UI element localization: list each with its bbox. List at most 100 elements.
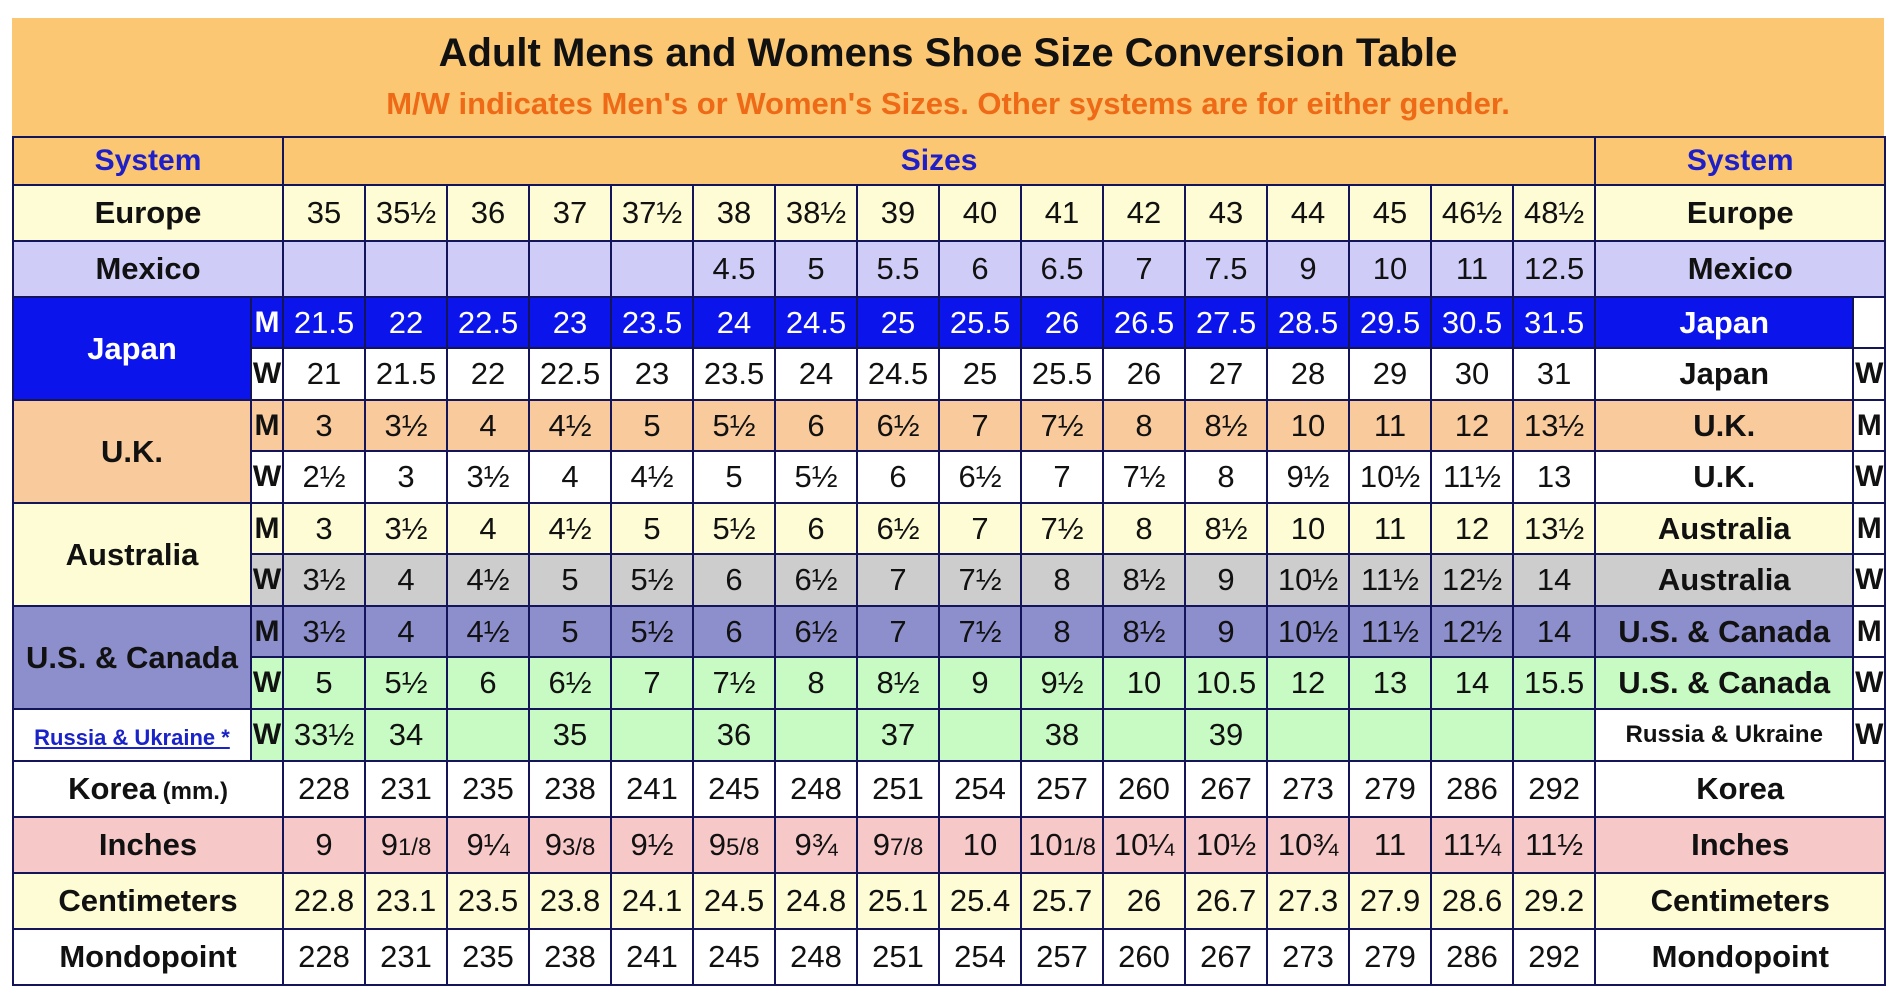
system-label-inches: Inches: [11, 816, 285, 874]
size-cell: 5: [528, 553, 613, 607]
row-australia-women: W 3½ 4 4½ 5 5½ 6 6½ 7 7½ 8 8½ 9 10½ 11½ 12½ 14 Australia W: [13, 553, 1887, 607]
size-cell: 10: [1102, 656, 1187, 710]
size-cell: 251: [856, 928, 941, 986]
table-subtitle: M/W indicates Men's or Women's Sizes. Ot…: [386, 86, 1510, 121]
gender-w-marker: W: [249, 347, 285, 401]
size-cell: 31.5: [1512, 296, 1597, 349]
size-cell: 9¼: [446, 816, 531, 874]
system-label-right-centimeters: Centimeters: [1594, 872, 1887, 930]
size-cell: 8: [1102, 502, 1187, 555]
size-cell: 10½: [1348, 450, 1433, 504]
size-cell: 7: [1020, 450, 1105, 504]
size-cell: 35: [282, 184, 367, 242]
gender-m-marker-right: M: [1852, 502, 1887, 555]
size-cell: 27.5: [1184, 296, 1269, 349]
gender-w-marker: W: [249, 553, 285, 607]
size-cell: 38½: [774, 184, 859, 242]
size-cell: 39: [1184, 708, 1269, 762]
size-cell: 24.5: [774, 296, 859, 349]
gender-w-marker: W: [249, 708, 285, 762]
system-label-right-japan: Japan: [1594, 296, 1855, 349]
size-cell: 22.8: [282, 872, 367, 930]
size-cell: 8½: [1102, 605, 1187, 658]
size-cell: 7½: [692, 656, 777, 710]
gender-m-marker: M: [249, 296, 285, 349]
size-cell: 28: [1266, 347, 1351, 401]
size-cell: 5: [774, 240, 859, 298]
system-label-right-mondopoint: Mondopoint: [1594, 928, 1887, 986]
size-cell: 5½: [692, 502, 777, 555]
size-cell: 11: [1430, 240, 1515, 298]
system-label-us_canada: U.S. & Canada: [12, 605, 252, 710]
row-australia-men: Australia M 3 3½ 4 4½ 5 5½ 6 6½ 7 7½ 8 8½ 10 11 12 13½ Aus…: [12, 502, 1887, 607]
size-cell: 11½: [1430, 450, 1515, 504]
size-cell: 6: [774, 399, 859, 452]
size-cell: 29: [1348, 347, 1433, 401]
size-cell: 28.5: [1266, 296, 1351, 349]
size-cell: 257: [1020, 928, 1105, 986]
size-cell: 241: [610, 760, 695, 818]
system-label-mexico: Mexico: [11, 240, 285, 298]
size-cell: 9: [938, 656, 1023, 710]
size-cell: 5: [528, 605, 613, 658]
size-cell: 286: [1430, 928, 1515, 986]
size-cell: [610, 708, 695, 762]
size-cell: 25.7: [1020, 872, 1105, 930]
size-cell: 3: [364, 450, 449, 504]
size-cell: 235: [446, 928, 531, 986]
size-cell: 8½: [1184, 502, 1269, 555]
size-cell: 48½: [1512, 184, 1597, 242]
size-cell: 6½: [774, 605, 859, 658]
inch-whole: 10¼: [1113, 827, 1175, 862]
size-cell: 8½: [1102, 553, 1187, 607]
size-cell: 228: [282, 928, 367, 986]
size-cell: 36: [692, 708, 777, 762]
size-cell: 7½: [1020, 399, 1105, 452]
size-cell: 3½: [364, 399, 449, 452]
size-cell: 231: [364, 760, 449, 818]
size-cell: 6½: [856, 502, 941, 555]
size-cell: 10¼: [1102, 816, 1187, 874]
size-cell: 3: [282, 502, 367, 555]
system-label-right-europe: Europe: [1594, 184, 1887, 242]
size-cell: 37½: [610, 184, 695, 242]
size-cell: 5: [282, 656, 367, 710]
size-cell: 245: [692, 928, 777, 986]
size-cell: 9½: [610, 816, 695, 874]
gender-m-marker-right: M: [1852, 399, 1887, 452]
size-cell: 6½: [938, 450, 1023, 504]
gender-m-marker-right: M: [1852, 605, 1887, 658]
size-cell: [1348, 708, 1433, 762]
inch-whole: 9: [544, 827, 562, 862]
inch-whole: 11: [1373, 827, 1407, 862]
row-us-canada-men: U.S. & Canada M 3½ 4 4½ 5 5½ 6 6½ 7 7½ 8 8½ 9 10½ 11½ 12…: [12, 605, 1887, 710]
size-cell: 101/8: [1020, 816, 1105, 874]
russia-ukraine-link[interactable]: Russia & Ukraine *: [34, 725, 230, 750]
size-cell: 14: [1512, 605, 1597, 658]
system-label-korea: Korea (mm.): [11, 760, 285, 818]
size-cell: 254: [938, 760, 1023, 818]
inch-fraction: 5/8: [725, 834, 760, 861]
sizes-header: Sizes: [282, 136, 1597, 186]
table-header-banner: Adult Mens and Womens Shoe Size Conversi…: [12, 18, 1884, 136]
size-cell: 4½: [446, 605, 531, 658]
gender-m-marker: M: [249, 502, 285, 555]
size-cell: 9¾: [774, 816, 859, 874]
size-cell: 28.6: [1430, 872, 1515, 930]
size-cell: 4: [364, 553, 449, 607]
inch-whole: 10¾: [1277, 827, 1339, 862]
size-cell: 11: [1348, 816, 1433, 874]
size-cell: 38: [1020, 708, 1105, 762]
inch-whole: 9: [708, 827, 726, 862]
size-cell: 10: [938, 816, 1023, 874]
size-cell: 21.5: [364, 347, 449, 401]
size-cell: 241: [610, 928, 695, 986]
table-title: Adult Mens and Womens Shoe Size Conversi…: [438, 31, 1458, 75]
size-cell: 23.5: [692, 347, 777, 401]
size-cell: 26: [1102, 872, 1187, 930]
gender-w-marker-right: W: [1852, 450, 1887, 504]
inch-fraction: 1/8: [397, 834, 432, 861]
size-cell: 8: [1020, 605, 1105, 658]
size-cell: 4½: [446, 553, 531, 607]
size-cell: 3½: [282, 605, 367, 658]
